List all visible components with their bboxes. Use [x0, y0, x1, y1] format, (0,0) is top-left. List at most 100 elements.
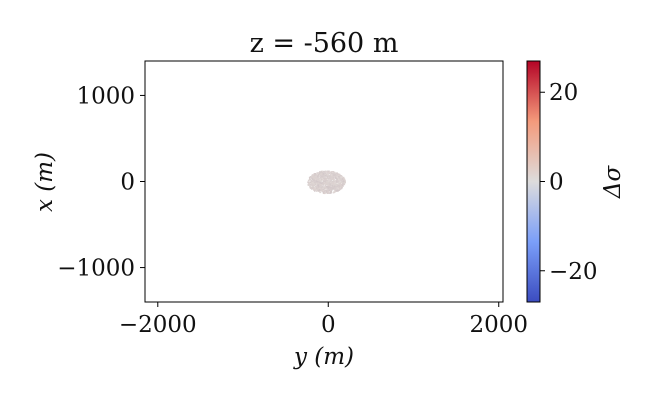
data-point: [323, 186, 326, 188]
data-point: [334, 184, 337, 187]
data-point: [322, 188, 325, 190]
data-point: [309, 176, 312, 178]
data-point: [318, 172, 321, 175]
data-point: [313, 179, 315, 181]
data-point: [312, 180, 314, 182]
data-point: [327, 190, 330, 193]
data-point: [336, 180, 338, 183]
data-point: [331, 181, 334, 183]
data-point: [326, 170, 329, 173]
data-point: [334, 180, 336, 183]
data-point: [315, 183, 318, 186]
data-point: [314, 179, 316, 181]
data-point: [327, 178, 330, 180]
data-point: [316, 179, 319, 182]
data-point: [320, 185, 322, 187]
data-point: [315, 189, 317, 191]
data-point: [335, 174, 338, 177]
data-point: [340, 176, 343, 179]
data-point: [310, 180, 313, 182]
data-point: [322, 184, 324, 186]
data-point: [308, 176, 311, 179]
data-point: [327, 183, 329, 185]
data-point: [312, 174, 314, 177]
data-point: [314, 181, 316, 184]
data-point: [313, 188, 316, 190]
data-point: [324, 183, 327, 186]
data-point: [340, 187, 343, 190]
data-points: [307, 170, 346, 195]
data-point: [315, 185, 317, 188]
data-point: [331, 183, 333, 186]
data-point: [324, 185, 327, 188]
data-point: [339, 179, 341, 181]
data-point: [335, 172, 338, 175]
data-point: [323, 182, 325, 185]
data-point: [320, 182, 322, 184]
data-point: [330, 172, 333, 174]
data-point: [331, 174, 333, 176]
data-point: [323, 170, 325, 173]
colorbar-tick-label: −20: [549, 259, 598, 285]
data-point: [316, 190, 318, 192]
colorbar: [526, 60, 541, 303]
data-point: [326, 186, 328, 188]
data-point: [324, 173, 326, 176]
data-point: [317, 174, 319, 177]
data-point: [340, 186, 343, 189]
data-point: [332, 176, 334, 179]
data-point: [338, 175, 340, 178]
data-point: [341, 184, 344, 187]
x-tick-label: 0: [321, 312, 336, 338]
data-point: [323, 192, 326, 195]
data-point: [323, 172, 325, 175]
data-point: [322, 173, 324, 176]
data-point: [338, 187, 340, 189]
data-point: [338, 181, 341, 184]
data-point: [328, 188, 331, 190]
data-point: [338, 173, 341, 176]
data-point: [337, 180, 339, 182]
data-point: [337, 178, 340, 180]
colorbar-tick-label: 0: [549, 170, 564, 196]
data-point: [330, 175, 333, 178]
data-point: [325, 182, 327, 184]
data-point: [319, 176, 322, 179]
data-point: [334, 182, 336, 184]
data-point: [340, 178, 343, 180]
data-point: [315, 179, 318, 182]
data-point: [311, 188, 313, 190]
data-point: [332, 191, 335, 194]
data-point: [314, 173, 316, 175]
data-point: [311, 177, 313, 180]
data-point: [334, 188, 336, 190]
data-point: [331, 189, 333, 191]
data-point: [322, 178, 324, 181]
data-point: [325, 189, 327, 192]
data-point: [341, 178, 344, 180]
data-point: [319, 171, 322, 174]
data-point: [310, 181, 313, 184]
data-point: [314, 180, 316, 183]
data-point: [324, 192, 327, 194]
data-point: [317, 186, 320, 188]
data-point: [335, 185, 338, 188]
data-point: [308, 184, 310, 186]
colorbar-label: Δσ: [600, 165, 626, 200]
data-point: [312, 176, 315, 179]
data-point: [329, 176, 332, 178]
data-point: [316, 173, 318, 175]
data-point: [315, 178, 317, 180]
data-point: [323, 179, 325, 181]
data-point: [334, 180, 337, 182]
data-point: [335, 176, 338, 178]
data-point: [328, 177, 331, 180]
data-point: [340, 175, 343, 177]
data-point: [320, 173, 323, 175]
data-point: [314, 188, 317, 191]
data-point: [310, 176, 313, 178]
data-point: [312, 178, 314, 180]
data-point: [330, 187, 332, 189]
data-point: [327, 186, 329, 188]
data-point: [336, 188, 338, 190]
